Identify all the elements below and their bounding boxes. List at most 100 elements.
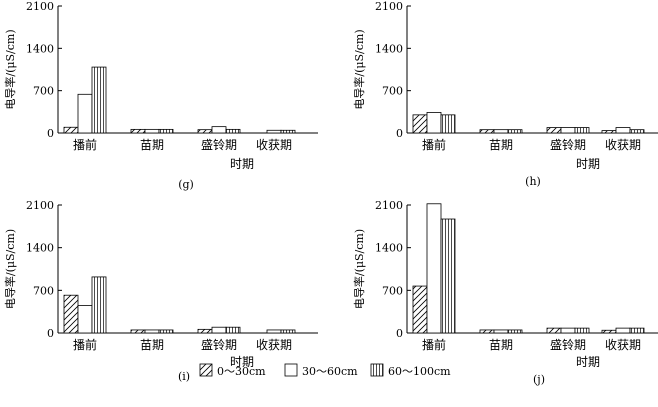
x-tick-label: 收获期 — [605, 138, 641, 152]
legend-swatch-1 — [199, 363, 213, 377]
bar-1-1-1 — [63, 126, 79, 134]
y-tick-label: 2100 — [26, 0, 54, 13]
legend-label-2: 30～60cm — [302, 365, 358, 378]
bar-4-2-3 — [507, 329, 523, 334]
panel-label: (h) — [525, 175, 541, 188]
bar-2-3-2 — [560, 127, 576, 134]
panel-label: (i) — [178, 370, 190, 383]
bar-3-4-3 — [280, 329, 296, 334]
x-tick-label: 苗期 — [489, 338, 513, 352]
bar-1-2-1 — [130, 128, 146, 134]
x-tick-label: 播前 — [73, 337, 97, 352]
bar-2-1-3 — [440, 114, 456, 134]
bar-3-1-1 — [63, 294, 79, 334]
bar-3-3-2 — [211, 326, 227, 334]
y-tick-label: 2100 — [26, 199, 54, 212]
x-axis-label: 时期 — [230, 355, 254, 369]
y-tick-label: 1400 — [26, 242, 54, 255]
x-tick-label: 盛铃期 — [550, 137, 586, 152]
x-tick-label: 盛铃期 — [201, 137, 237, 152]
bar-3-1-2 — [77, 305, 93, 334]
bar-4-1-3 — [440, 218, 456, 334]
legend-swatch-2 — [284, 363, 298, 377]
bar-2-2-2 — [493, 129, 509, 134]
x-axis-label: 时期 — [230, 157, 254, 171]
panel-label: (g) — [178, 178, 194, 191]
y-axis-label: 电导率/(μS/cm) — [3, 29, 17, 109]
bar-3-2-3 — [158, 329, 174, 334]
bar-1-2-2 — [144, 128, 160, 134]
bar-2-1-2 — [426, 112, 442, 134]
bar-4-4-2 — [615, 327, 631, 334]
x-axis-label: 时期 — [576, 355, 600, 369]
bar-2-4-1 — [601, 130, 617, 134]
x-tick-label: 盛铃期 — [201, 337, 237, 352]
bar-4-3-3 — [574, 327, 590, 334]
y-axis-label: 电导率/(μS/cm) — [3, 229, 17, 309]
bar-1-4-2 — [266, 129, 282, 134]
bar-4-4-3 — [629, 327, 645, 334]
y-tick-label: 2100 — [375, 199, 403, 212]
x-tick-label: 收获期 — [256, 138, 292, 152]
x-tick-label: 播前 — [422, 337, 446, 352]
bar-4-1-2 — [426, 203, 442, 334]
bar-1-4-3 — [280, 129, 296, 134]
x-tick-label: 播前 — [422, 137, 446, 152]
bar-3-3-3 — [225, 326, 241, 334]
y-tick-label: 700 — [33, 284, 54, 297]
legend-swatch-3 — [370, 363, 384, 377]
legend-label-1: 0～30cm — [217, 365, 266, 378]
x-tick-label: 收获期 — [605, 338, 641, 352]
bar-2-4-2 — [615, 127, 631, 134]
x-tick-label: 播前 — [73, 137, 97, 152]
y-tick-label: 0 — [396, 127, 403, 140]
legend-label-3: 60～100cm — [388, 365, 451, 378]
bar-1-3-3 — [225, 128, 241, 134]
x-tick-label: 苗期 — [140, 338, 164, 352]
bar-4-4-1 — [601, 329, 617, 334]
legend: 0～30cm 30～60cm 60～100cm — [199, 363, 451, 378]
panel-label: (j) — [533, 373, 545, 386]
bar-3-2-1 — [130, 329, 146, 334]
x-tick-label: 苗期 — [489, 138, 513, 152]
x-tick-label: 盛铃期 — [550, 337, 586, 352]
bar-4-3-2 — [560, 327, 576, 334]
bar-4-3-1 — [546, 327, 562, 334]
y-tick-label: 0 — [47, 327, 54, 340]
bar-1-3-2 — [211, 126, 227, 134]
bar-1-3-1 — [197, 129, 213, 134]
y-tick-label: 1400 — [26, 42, 54, 55]
x-axis-label: 时期 — [576, 157, 600, 171]
x-tick-label: 苗期 — [140, 138, 164, 152]
y-tick-label: 2100 — [375, 0, 403, 13]
bar-3-3-1 — [197, 328, 213, 334]
y-axis-label: 电导率/(μS/cm) — [352, 229, 366, 309]
bar-1-1-2 — [77, 93, 93, 134]
y-tick-label: 0 — [396, 327, 403, 340]
bar-2-2-1 — [479, 129, 495, 134]
y-tick-label: 700 — [382, 284, 403, 297]
bar-4-2-2 — [493, 329, 509, 334]
bar-2-2-3 — [507, 129, 523, 134]
bar-2-1-1 — [412, 114, 428, 134]
y-tick-label: 1400 — [375, 42, 403, 55]
y-tick-label: 1400 — [375, 242, 403, 255]
y-tick-label: 0 — [47, 127, 54, 140]
x-tick-label: 收获期 — [256, 338, 292, 352]
bar-2-3-1 — [546, 127, 562, 134]
bar-3-4-2 — [266, 329, 282, 334]
y-tick-label: 700 — [33, 85, 54, 98]
bar-1-2-3 — [158, 128, 174, 134]
bar-3-1-3 — [91, 276, 107, 334]
bar-1-1-3 — [91, 66, 107, 134]
bar-3-2-2 — [144, 329, 160, 334]
bar-2-4-3 — [629, 129, 645, 134]
y-tick-label: 700 — [382, 85, 403, 98]
bar-2-3-3 — [574, 127, 590, 134]
bar-4-2-1 — [479, 329, 495, 334]
